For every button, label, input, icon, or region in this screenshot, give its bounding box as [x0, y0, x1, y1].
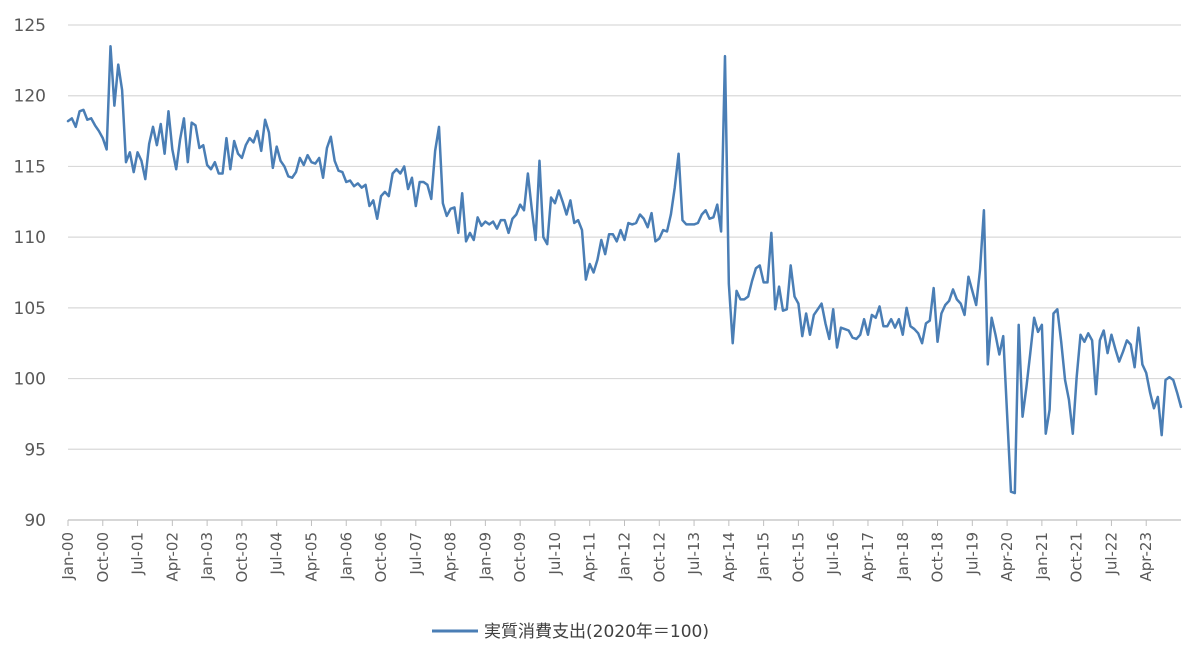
x-tick-label: Jan-12 — [616, 532, 634, 581]
x-tick-label: Jul-16 — [824, 532, 842, 576]
x-tick-label: Oct-15 — [789, 532, 807, 582]
y-tick-label: 115 — [14, 157, 46, 177]
x-tick-label: Jul-04 — [268, 532, 286, 576]
x-tick-label: Jan-00 — [59, 532, 77, 581]
x-tick-label: Jan-03 — [198, 532, 216, 581]
x-tick-label: Jan-09 — [476, 532, 494, 581]
y-tick-label: 100 — [14, 370, 46, 390]
y-tick-label: 95 — [24, 440, 46, 460]
x-tick-label: Oct-18 — [929, 532, 947, 582]
y-tick-label: 90 — [24, 511, 46, 531]
x-tick-label: Apr-02 — [163, 532, 181, 582]
x-tick-label: Jul-22 — [1102, 532, 1120, 576]
x-tick-label: Jan-15 — [755, 532, 773, 581]
x-tick-label: Apr-17 — [859, 532, 877, 582]
y-axis: 90 95 100 105 110 115 120 125 — [14, 16, 46, 531]
x-tick-label: Jul-13 — [685, 532, 703, 576]
x-tick-label: Jul-07 — [407, 532, 425, 576]
x-tick-label: Jul-10 — [546, 532, 564, 576]
x-tick-label: Jul-01 — [129, 532, 147, 576]
x-tick-label: Apr-14 — [720, 532, 738, 582]
x-tick-label: Jan-06 — [337, 532, 355, 581]
x-tick-label: Apr-20 — [998, 532, 1016, 582]
x-tick-label: Apr-23 — [1137, 532, 1155, 582]
y-tick-label: 125 — [14, 16, 46, 36]
x-tick-label: Apr-08 — [442, 532, 460, 582]
legend-label: 実質消費支出(2020年＝100) — [484, 622, 709, 642]
x-tick-label: Oct-06 — [372, 532, 390, 582]
legend: 実質消費支出(2020年＝100) — [432, 622, 709, 642]
x-tick-label: Oct-09 — [511, 532, 529, 582]
x-tick-label: Oct-21 — [1068, 532, 1086, 582]
x-tick-label: Apr-05 — [302, 532, 320, 582]
series-line — [66, 44, 1183, 495]
plot-area — [66, 44, 1183, 495]
y-tick-label: 120 — [14, 87, 46, 107]
x-tick-label: Jan-21 — [1033, 532, 1051, 581]
x-axis: Jan-00 Oct-00 Jul-01 Apr-02 Jan-03 Oct-03 Jul-… — [59, 519, 1181, 582]
x-tick-label: Oct-12 — [650, 532, 668, 582]
x-tick-label: Jan-18 — [894, 532, 912, 581]
y-tick-label: 110 — [14, 228, 46, 248]
x-tick-label: Oct-03 — [233, 532, 251, 582]
gridlines — [68, 24, 1181, 450]
x-tick-label: Jul-19 — [963, 532, 981, 576]
x-tick-label: Oct-00 — [94, 532, 112, 582]
y-tick-label: 105 — [14, 299, 46, 319]
x-tick-label: Apr-11 — [581, 532, 599, 582]
